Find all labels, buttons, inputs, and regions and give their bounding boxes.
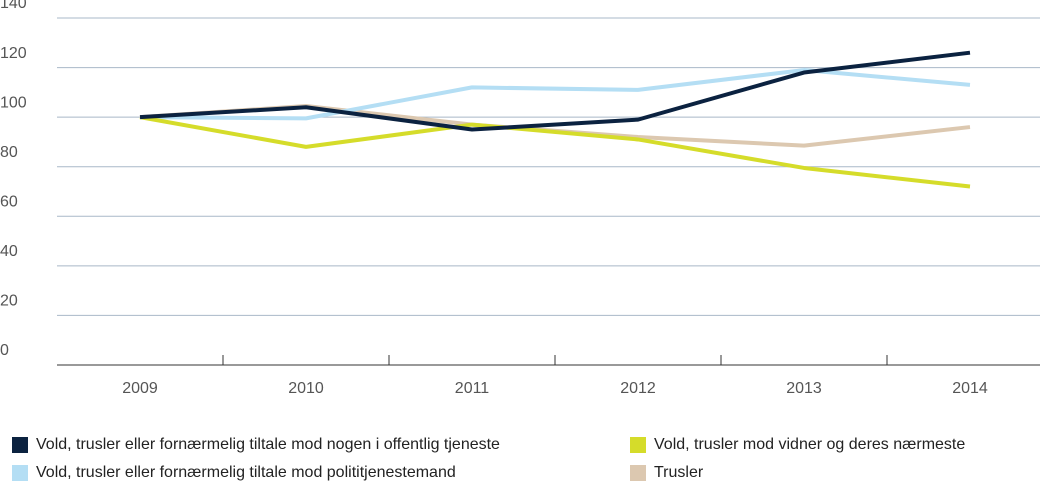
y-tick-label: 120 <box>0 45 27 62</box>
legend-swatch <box>12 465 28 481</box>
x-tick-label: 2014 <box>952 380 988 397</box>
x-tick-label: 2009 <box>122 380 158 397</box>
legend-label: Vold, trusler eller fornærmelig tiltale … <box>36 436 500 453</box>
legend-label: Trusler <box>654 464 704 481</box>
y-tick-label: 40 <box>0 243 18 260</box>
y-tick-label: 140 <box>0 0 27 12</box>
legend-swatch <box>630 437 646 453</box>
y-tick-label: 100 <box>0 94 27 111</box>
y-tick-label: 20 <box>0 293 18 310</box>
y-tick-label: 0 <box>0 342 9 359</box>
series-line <box>139 115 971 189</box>
x-tick-label: 2012 <box>620 380 656 397</box>
series-line <box>139 50 971 132</box>
legend-swatch <box>12 437 28 453</box>
legend-label: Vold, trusler eller fornærmelig tiltale … <box>36 464 456 481</box>
x-tick-label: 2013 <box>786 380 822 397</box>
x-tick-label: 2011 <box>455 380 490 397</box>
legend-label: Vold, trusler mod vidner og deres nærmes… <box>654 436 965 453</box>
y-tick-label: 60 <box>0 194 18 211</box>
series-line <box>139 68 971 121</box>
y-tick-label: 80 <box>0 144 18 161</box>
legend-swatch <box>630 465 646 481</box>
legend: Vold, trusler eller fornærmelig tiltale … <box>12 436 965 481</box>
x-tick-label: 2010 <box>288 380 324 397</box>
